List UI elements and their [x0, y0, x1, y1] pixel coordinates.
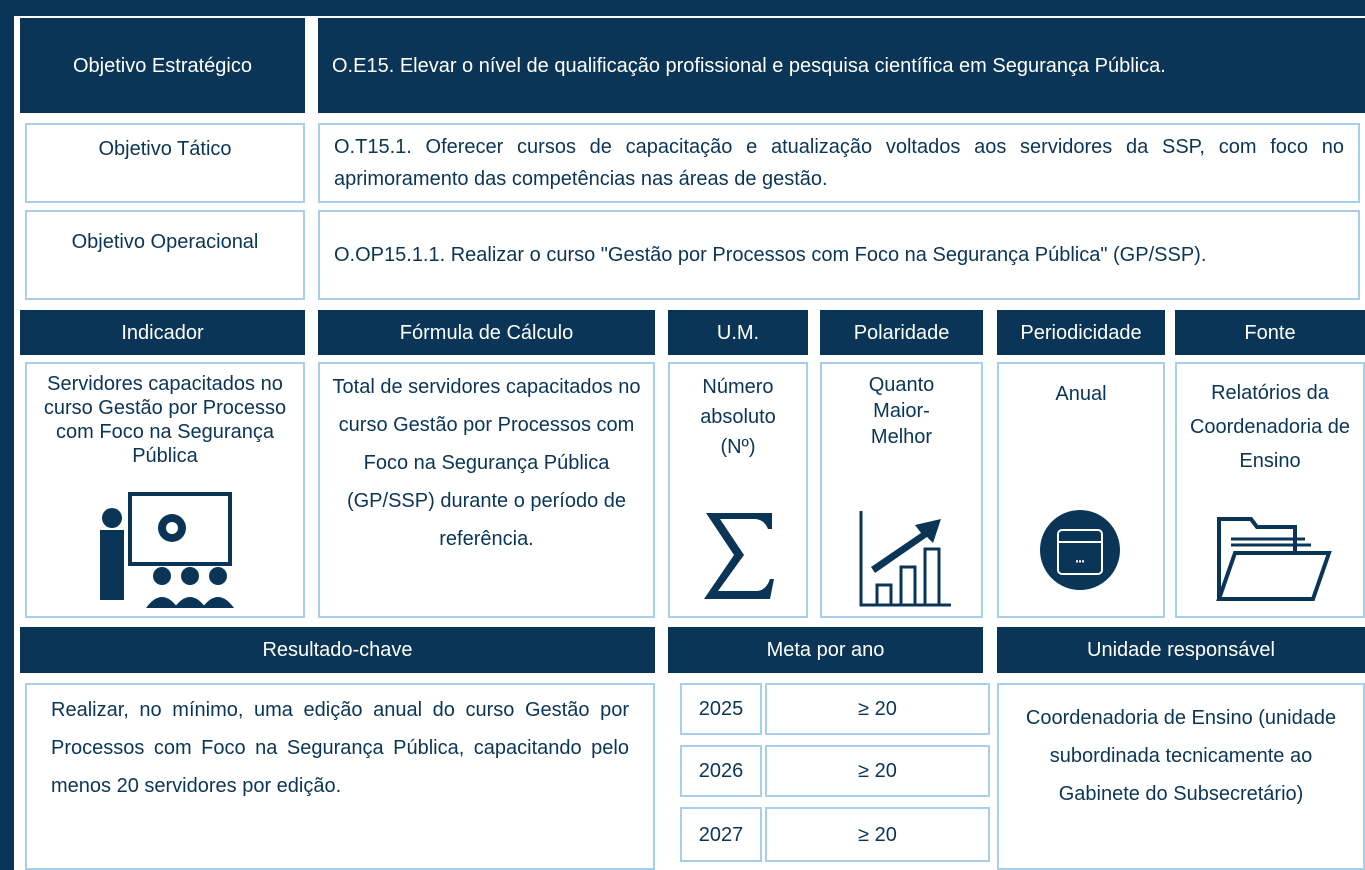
calendar-glyph: ⋯ — [1075, 552, 1084, 570]
sigma-icon — [704, 513, 774, 599]
target-value: ≥ 20 — [765, 683, 990, 735]
target-value: ≥ 20 — [765, 745, 990, 797]
table-header: Indicador — [20, 310, 305, 355]
target-year: 2026 — [680, 745, 762, 797]
left-strip — [0, 0, 14, 870]
table-cell: Número absoluto (Nº) — [668, 362, 808, 618]
folder-icon — [1216, 517, 1332, 601]
target-year: 2027 — [680, 807, 762, 862]
responsible-unit-text: Coordenadoria de Ensino (unidade subordi… — [997, 683, 1365, 870]
target-value: ≥ 20 — [765, 807, 990, 862]
table-header: U.M. — [668, 310, 808, 355]
growth-chart-icon — [859, 511, 951, 607]
table-header: Periodicidade — [997, 310, 1165, 355]
section-header: Resultado-chave — [20, 627, 655, 673]
objective-text: O.OP15.1.1. Realizar o curso "Gestão por… — [318, 210, 1360, 300]
objective-text: O.T15.1. Oferecer cursos de capacitação … — [318, 123, 1360, 203]
table-header: Fórmula de Cálculo — [318, 310, 655, 355]
text: O.E15. Elevar o nível de qualificação pr… — [332, 54, 1166, 77]
calendar-icon: ⋯ — [1040, 510, 1120, 590]
key-result-text: Realizar, no mínimo, uma edição anual do… — [25, 683, 655, 870]
objective-label: Objetivo Operacional — [25, 210, 305, 300]
section-header: Unidade responsável — [997, 627, 1365, 673]
table-cell: Total de servidores capacitados no curso… — [318, 362, 655, 618]
text: O.T15.1. Oferecer cursos de capacitação … — [334, 136, 1344, 190]
presentation-icon — [100, 492, 234, 608]
objective-text: O.E15. Elevar o nível de qualificação pr… — [318, 18, 1365, 113]
table-header: Fonte — [1175, 310, 1365, 355]
section-header: Meta por ano — [668, 627, 983, 673]
target-year: 2025 — [680, 683, 762, 735]
objective-label: Objetivo Tático — [25, 123, 305, 203]
table-cell: Quanto Maior-Melhor — [820, 362, 983, 618]
table-header: Polaridade — [820, 310, 983, 355]
top-strip — [0, 0, 1365, 16]
text: Realizar, no mínimo, uma edição anual do… — [51, 699, 629, 797]
text: O.OP15.1.1. Realizar o curso "Gestão por… — [334, 244, 1207, 266]
objective-label: Objetivo Estratégico — [20, 18, 305, 113]
